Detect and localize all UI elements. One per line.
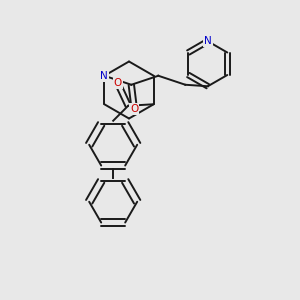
Text: O: O (130, 104, 138, 114)
Text: N: N (100, 71, 108, 81)
Text: O: O (114, 78, 122, 88)
Text: N: N (204, 36, 212, 46)
